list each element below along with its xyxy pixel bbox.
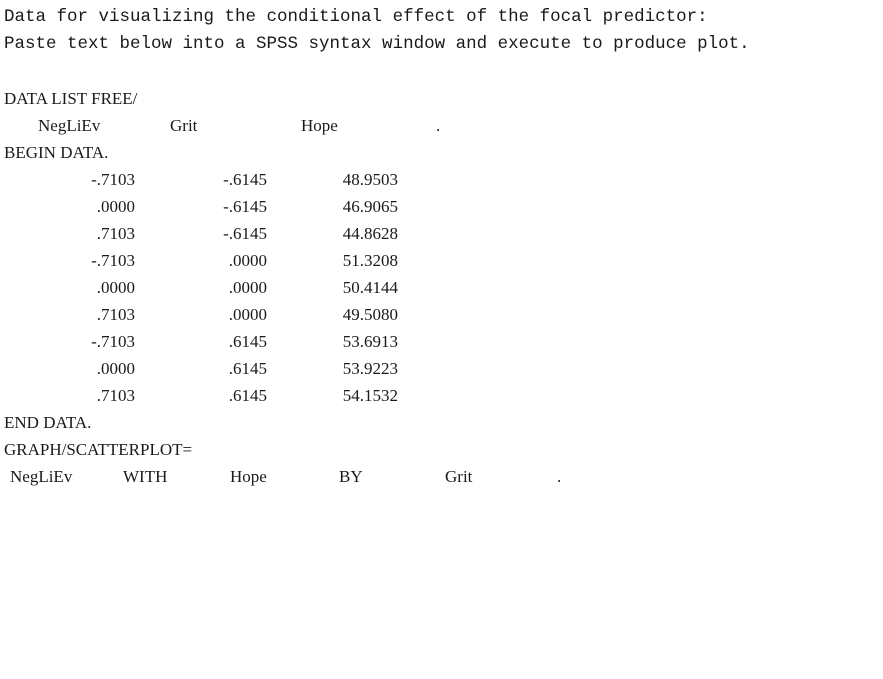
graph-group-var: Grit [445, 467, 473, 486]
column-header-hope: Hope [301, 116, 338, 135]
data-list-command: DATA LIST FREE/ [4, 89, 138, 108]
data-cell-grit: -.6145 [223, 197, 267, 216]
data-cell-negliev: .0000 [96, 278, 135, 297]
data-cell-hope: 51.3208 [342, 251, 398, 270]
graph-x-var: NegLiEv [10, 467, 73, 486]
intro-line-2: Paste text below into a SPSS syntax wind… [4, 34, 750, 54]
data-cell-hope: 48.9503 [342, 170, 398, 189]
data-row: -.7103 -.6145 48.9503 [4, 166, 424, 193]
data-cell-negliev: -.7103 [91, 251, 135, 270]
data-cell-negliev: .0000 [96, 359, 135, 378]
data-cell-hope: 46.9065 [342, 197, 398, 216]
column-header-row: NegLiEv Grit Hope . [4, 112, 504, 139]
data-cell-negliev: .7103 [96, 386, 135, 405]
data-row: .0000 .6145 53.9223 [4, 355, 424, 382]
data-cell-hope: 50.4144 [342, 278, 398, 297]
data-cell-grit: .6145 [228, 332, 267, 351]
data-cell-hope: 53.6913 [342, 332, 398, 351]
data-cell-negliev: .7103 [96, 224, 135, 243]
data-cell-grit: -.6145 [223, 224, 267, 243]
data-cell-hope: 54.1532 [342, 386, 398, 405]
column-header-negliev: NegLiEv [38, 116, 101, 135]
data-row: .7103 -.6145 44.8628 [4, 220, 424, 247]
data-cell-negliev: .0000 [96, 197, 135, 216]
data-cell-grit: -.6145 [223, 170, 267, 189]
begin-data-command: BEGIN DATA. [4, 143, 109, 162]
intro-line-1: Data for visualizing the conditional eff… [4, 7, 708, 27]
data-row: .0000 .0000 50.4144 [4, 274, 424, 301]
graph-terminator: . [557, 467, 562, 486]
data-cell-grit: .6145 [228, 386, 267, 405]
graph-spec-line: NegLiEv WITH Hope BY Grit . [4, 463, 604, 490]
data-cell-hope: 44.8628 [342, 224, 398, 243]
end-data-command: END DATA. [4, 413, 92, 432]
data-cell-negliev: .7103 [96, 305, 135, 324]
data-cell-grit: .6145 [228, 359, 267, 378]
data-row: -.7103 .0000 51.3208 [4, 247, 424, 274]
data-cell-hope: 53.9223 [342, 359, 398, 378]
data-row: -.7103 .6145 53.6913 [4, 328, 424, 355]
graph-command: GRAPH/SCATTERPLOT= [4, 440, 193, 459]
data-cell-negliev: -.7103 [91, 332, 135, 351]
data-cell-grit: .0000 [228, 305, 267, 324]
graph-y-var: Hope [230, 467, 267, 486]
data-row: .7103 .0000 49.5080 [4, 301, 424, 328]
column-header-grit: Grit [170, 116, 198, 135]
graph-by-keyword: BY [339, 467, 363, 486]
data-cell-hope: 49.5080 [342, 305, 398, 324]
graph-with-keyword: WITH [123, 467, 168, 486]
data-cell-grit: .0000 [228, 251, 267, 270]
data-row: .0000 -.6145 46.9065 [4, 193, 424, 220]
data-row: .7103 .6145 54.1532 [4, 382, 424, 409]
syntax-output: Data for visualizing the conditional eff… [4, 4, 883, 498]
column-header-terminator: . [436, 116, 441, 135]
data-cell-grit: .0000 [228, 278, 267, 297]
data-cell-negliev: -.7103 [91, 170, 135, 189]
